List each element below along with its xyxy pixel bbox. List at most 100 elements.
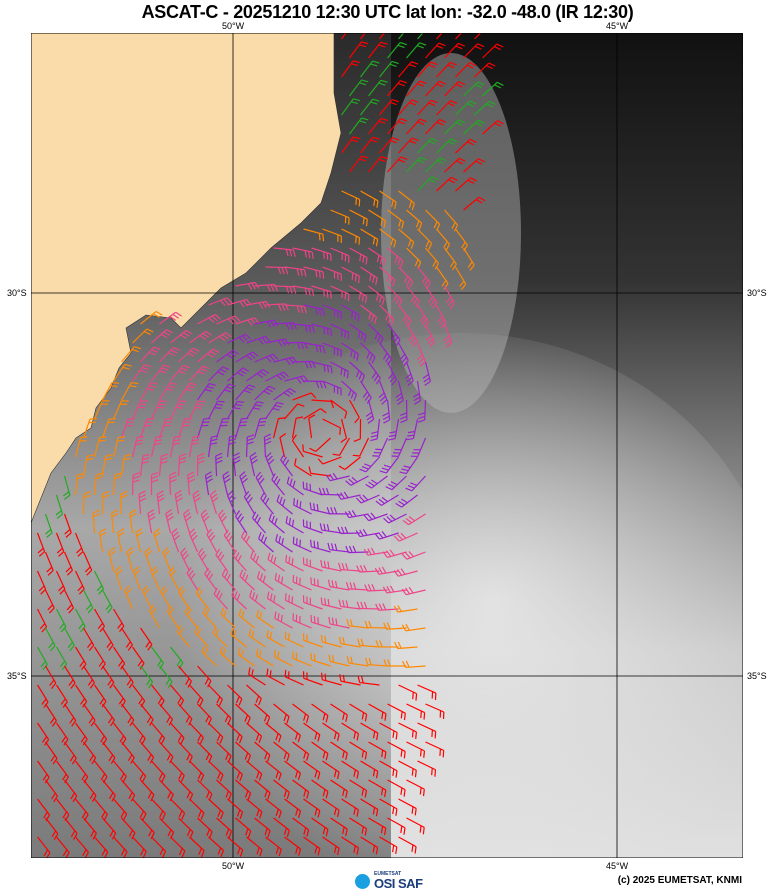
barb-feather — [258, 421, 267, 423]
wind-barb — [238, 608, 255, 629]
wind-barb — [151, 836, 167, 858]
barb-feather — [374, 567, 380, 575]
wind-barb — [327, 579, 350, 591]
wind-barb — [309, 502, 331, 515]
barb-feather — [205, 330, 212, 336]
barb-feather — [356, 847, 359, 855]
wind-barb — [45, 741, 58, 765]
barb-feather — [161, 775, 166, 783]
wind-barb — [121, 741, 135, 764]
wind-barb — [292, 392, 317, 401]
barb-feather — [215, 548, 221, 556]
barb-feather — [310, 392, 317, 399]
barb-feather — [342, 826, 345, 834]
barb-feather — [215, 452, 223, 457]
barb-feather — [217, 400, 225, 403]
barb-feather — [327, 561, 330, 569]
barb-feather — [300, 269, 303, 277]
barb-feather — [262, 494, 268, 502]
barb-feather — [351, 272, 354, 280]
barb-feather — [91, 757, 97, 765]
barb-feather — [363, 548, 369, 556]
barb-feather — [107, 679, 113, 686]
wind-barb — [260, 492, 274, 515]
wind-barb — [365, 475, 388, 489]
barb-feather — [427, 338, 434, 345]
wind-barb — [302, 481, 323, 496]
wind-barb — [36, 570, 47, 595]
barb-shaft — [474, 33, 482, 40]
wind-barb — [189, 722, 204, 745]
barb-feather — [316, 541, 319, 549]
barb-feather — [213, 587, 218, 595]
wind-barb — [320, 597, 342, 610]
barb-feather — [273, 595, 276, 603]
wind-barb — [75, 684, 88, 708]
wind-barb — [207, 400, 225, 420]
barb-feather — [378, 392, 385, 399]
barb-feather — [304, 325, 308, 333]
wind-barb — [368, 741, 387, 759]
barb-feather — [277, 267, 282, 275]
barb-feather — [410, 241, 415, 249]
barb-feather — [137, 660, 143, 667]
barb-feather — [353, 769, 356, 777]
barb-feather — [172, 442, 180, 446]
barb-feather — [389, 376, 396, 383]
barb-feather — [356, 565, 361, 573]
barb-feather — [233, 629, 237, 637]
barb-feather — [89, 682, 95, 689]
barb-feather — [206, 828, 211, 836]
wind-barb — [140, 665, 154, 689]
barb-feather — [405, 623, 410, 631]
barb-feather — [243, 490, 250, 498]
barb-feather — [146, 716, 152, 724]
barb-feather — [284, 593, 287, 601]
wind-barb — [341, 98, 361, 116]
barb-feather — [129, 512, 137, 518]
barb-feather — [394, 641, 399, 649]
wind-barb — [249, 452, 258, 477]
barb-shaft — [272, 418, 279, 439]
barb-feather — [254, 514, 259, 521]
barb-feather — [169, 315, 177, 321]
barb-feather — [355, 530, 361, 537]
barb-feather — [397, 82, 405, 87]
barb-feather — [37, 547, 44, 554]
barb-feather — [384, 713, 387, 721]
barb-feather — [364, 463, 372, 468]
wind-barb — [302, 557, 323, 572]
barb-feather — [407, 380, 414, 386]
wind-barb — [292, 285, 315, 297]
wind-barb — [64, 741, 77, 765]
barb-feather — [314, 770, 318, 778]
barb-feather — [98, 439, 106, 442]
wind-barb — [263, 433, 272, 458]
wind-barb — [387, 80, 408, 97]
barb-feather — [55, 510, 62, 516]
barb-feather — [65, 566, 72, 573]
barb-feather — [278, 849, 282, 857]
barb-feather — [353, 351, 356, 359]
wind-barb — [112, 436, 126, 458]
wind-barb — [55, 608, 67, 633]
barb-feather — [359, 529, 364, 537]
barb-feather — [386, 516, 393, 522]
wind-barb — [406, 118, 427, 135]
barb-feather — [180, 737, 185, 745]
wind-barb — [341, 798, 359, 817]
barb-feather — [219, 736, 224, 744]
barb-feather — [296, 499, 299, 507]
barb-feather — [431, 176, 439, 181]
wind-barb — [303, 266, 325, 279]
wind-barb — [132, 836, 147, 858]
barb-feather — [402, 660, 407, 668]
barb-feather — [488, 62, 496, 67]
barb-feather — [258, 531, 262, 539]
barb-feather — [149, 719, 154, 726]
wind-barb — [178, 703, 193, 726]
barb-feather — [114, 472, 122, 476]
barb-feather — [100, 735, 105, 743]
barb-feather — [276, 401, 284, 405]
barb-feather — [359, 565, 364, 573]
